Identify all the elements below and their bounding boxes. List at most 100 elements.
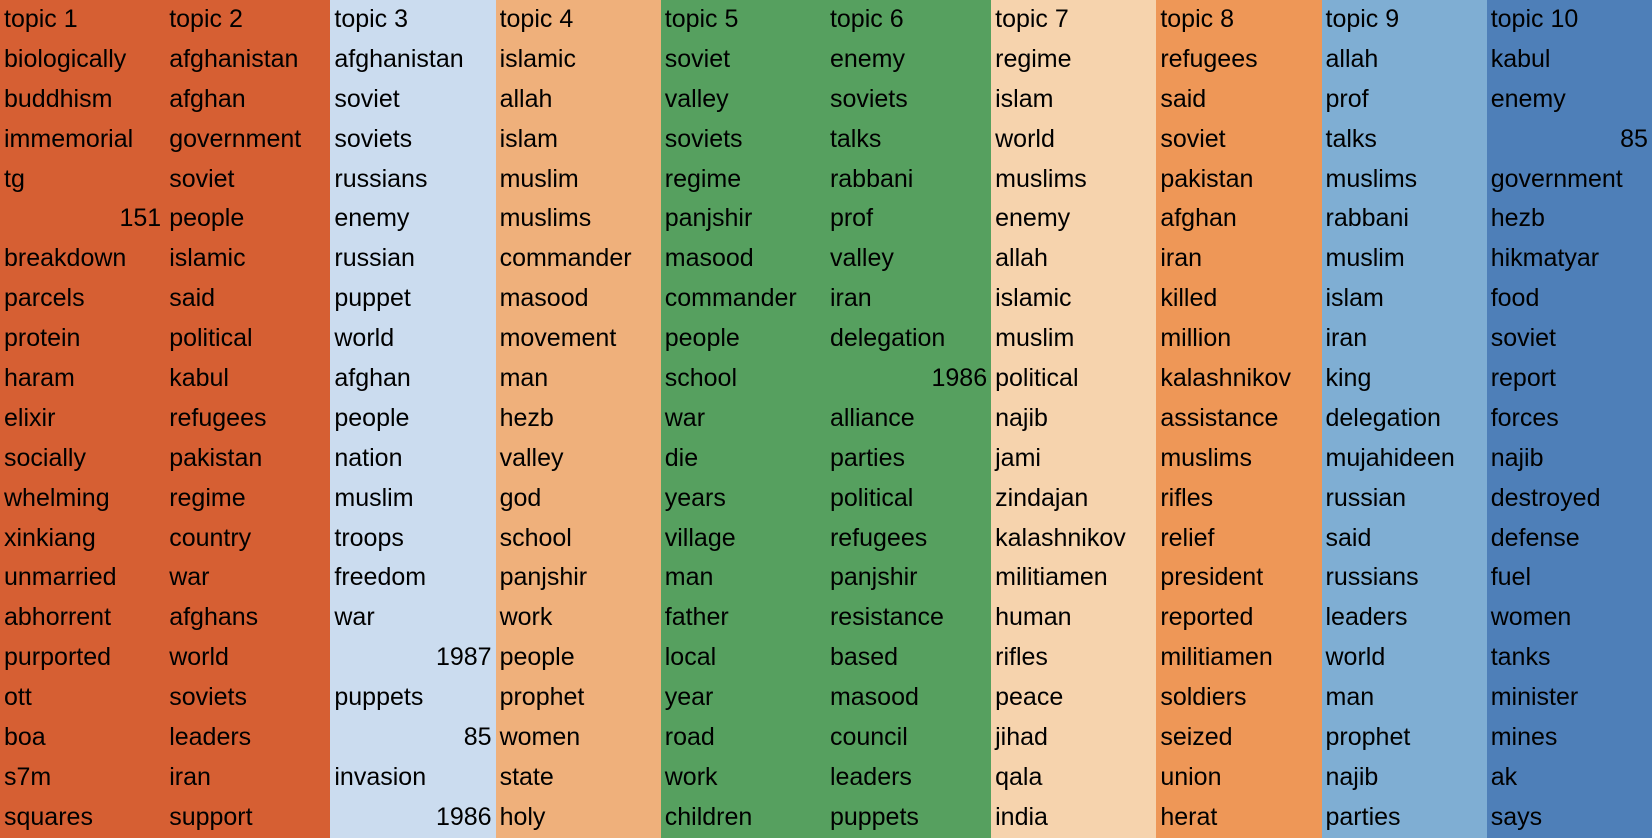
- topic-word-cell: soviet: [1490, 324, 1556, 353]
- topic-word-cell: najib: [1490, 443, 1544, 472]
- topic-word-cell: soviets: [334, 124, 413, 153]
- topic-word-cell: kalashnikov: [995, 523, 1126, 552]
- topic-word-cell: elixir: [4, 403, 56, 432]
- topic-word-cell: local: [664, 643, 717, 672]
- topic-word-cell: afghan: [169, 84, 246, 113]
- topic-word-cell: nation: [334, 443, 403, 472]
- topic-word-cell: islam: [995, 84, 1054, 113]
- topic-word-cell: soviet: [664, 44, 731, 73]
- topic-word-cell: alliance: [829, 403, 915, 432]
- topic-header: topic 1: [4, 5, 78, 33]
- topic-column-10: topic 10 kabul enemy 85 government hezb hikmat…: [1486, 0, 1652, 838]
- topic-word-cell: talks: [829, 124, 882, 153]
- topic-word-cell: assistance: [1160, 403, 1279, 432]
- topic-column-5: topic 5 soviet valley soviets regime panjshir…: [660, 0, 826, 838]
- topic-header: topic 7: [995, 5, 1069, 33]
- topic-word-cell: rifles: [995, 643, 1048, 672]
- topic-word-cell: said: [1325, 523, 1372, 552]
- topic-word-cell: socially: [4, 443, 86, 472]
- topic-word-cell: militiamen: [1160, 643, 1273, 672]
- topic-word-cell: refugees: [829, 523, 928, 552]
- topic-word-cell: man: [1325, 683, 1375, 712]
- topic-header: topic 5: [664, 5, 739, 33]
- topic-word-cell: war: [334, 603, 375, 632]
- topic-word-cell: state: [499, 762, 554, 791]
- topic-word-cell: man: [664, 563, 714, 592]
- topic-word-cell: world: [995, 124, 1055, 153]
- topic-word-cell: father: [664, 603, 729, 632]
- topic-word-cell: enemy: [829, 44, 905, 73]
- topic-word-cell: iran: [1160, 244, 1202, 273]
- topic-word-cell: afghan: [334, 364, 411, 393]
- topic-word-cell: women: [499, 723, 581, 752]
- topic-word-cell: russians: [334, 164, 428, 193]
- topic-word-cell: 151: [119, 204, 162, 233]
- topic-word-cell: valley: [499, 443, 564, 472]
- topic-word-cell: parcels: [4, 284, 85, 313]
- topic-word-cell: year: [664, 683, 714, 712]
- topic-word-cell: human: [995, 603, 1072, 632]
- topic-word-cell: defense: [1490, 523, 1580, 552]
- topic-word-cell: rabbani: [1325, 204, 1409, 233]
- topic-word-cell: panjshir: [829, 563, 918, 592]
- topic-column-8: topic 8 refugees said soviet pakistan afghan i…: [1156, 0, 1322, 838]
- topic-word-cell: people: [334, 403, 410, 432]
- topic-word-cell: political: [169, 324, 253, 353]
- topic-word-cell: holy: [499, 802, 546, 831]
- topic-word-cell: ott: [4, 683, 32, 712]
- topic-word-cell: panjshir: [664, 204, 753, 233]
- topic-word-cell: kalashnikov: [1160, 364, 1291, 393]
- topic-word-cell: world: [334, 324, 395, 353]
- topic-word-cell: commander: [664, 284, 797, 313]
- topic-word-cell: russian: [1325, 483, 1407, 512]
- topic-word-cell: regime: [995, 44, 1072, 73]
- topic-word-cell: valley: [664, 84, 729, 113]
- topic-word-cell: school: [664, 364, 738, 393]
- topic-word-cell: leaders: [169, 723, 252, 752]
- topic-word-cell: puppets: [334, 683, 424, 712]
- topic-word-cell: talks: [1325, 124, 1377, 153]
- topic-header: topic 10: [1490, 5, 1579, 33]
- topic-word-cell: kabul: [169, 364, 229, 393]
- topic-word-cell: parties: [1325, 802, 1401, 831]
- topic-word-cell: minister: [1490, 683, 1579, 712]
- topic-word-cell: 1986: [931, 364, 988, 393]
- topic-word-cell: whelming: [4, 483, 110, 512]
- topic-word-cell: s7m: [4, 762, 52, 791]
- topic-word-cell: prophet: [499, 683, 585, 712]
- topic-column-9: topic 9 allah prof talks muslims rabbani musli…: [1321, 0, 1487, 838]
- topic-word-cell: hikmatyar: [1490, 244, 1600, 273]
- topic-word-cell: muslims: [499, 204, 592, 233]
- topic-word-cell: mines: [1490, 723, 1558, 752]
- topic-word-cell: pakistan: [1160, 164, 1254, 193]
- topic-word-cell: government: [169, 124, 302, 153]
- topic-column-7: topic 7 regime islam world muslims enemy allah…: [991, 0, 1157, 838]
- topic-word-cell: biologically: [4, 44, 127, 73]
- topic-word-cell: refugees: [1160, 44, 1258, 73]
- topic-word-cell: xinkiang: [4, 523, 96, 552]
- topic-word-cell: support: [169, 802, 253, 831]
- topic-word-cell: muslim: [1325, 244, 1405, 273]
- topic-word-cell: muslim: [334, 483, 414, 512]
- topic-word-cell: said: [1160, 84, 1207, 113]
- topic-word-cell: abhorrent: [4, 603, 112, 632]
- topic-word-cell: country: [169, 523, 252, 552]
- topic-word-cell: afghanistan: [334, 44, 464, 73]
- topic-header: topic 3: [334, 5, 409, 33]
- topic-word-cell: enemy: [995, 204, 1071, 233]
- topic-word-cell: islam: [1325, 284, 1384, 313]
- topic-word-cell: muslims: [1325, 164, 1418, 193]
- topic-word-cell: herat: [1160, 802, 1218, 831]
- topic-word-cell: purported: [4, 643, 112, 672]
- topic-word-cell: road: [664, 723, 715, 752]
- topic-word-cell: delegation: [829, 324, 946, 353]
- topic-word-cell: union: [1160, 762, 1222, 791]
- topic-word-cell: mujahideen: [1325, 443, 1455, 472]
- topic-word-cell: najib: [995, 403, 1048, 432]
- topic-word-cell: afghans: [169, 603, 259, 632]
- topic-word-cell: years: [664, 483, 726, 512]
- topic-word-cell: village: [664, 523, 736, 552]
- topic-word-cell: war: [664, 403, 706, 432]
- topic-word-cell: kabul: [1490, 44, 1551, 73]
